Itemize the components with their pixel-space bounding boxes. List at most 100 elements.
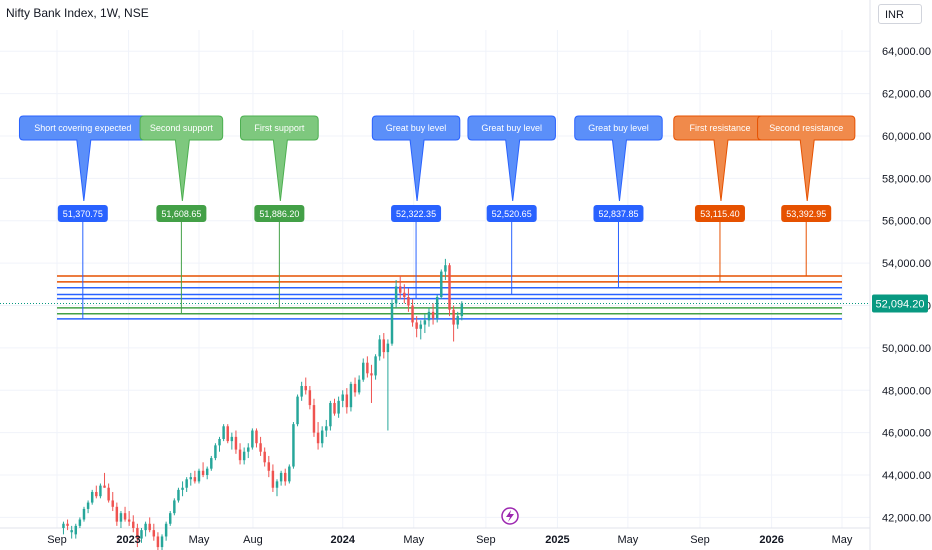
candle-body [382, 339, 386, 353]
currency-selector[interactable]: INR [878, 4, 922, 24]
candle-body [119, 513, 123, 522]
candle-body [427, 311, 431, 321]
candle-body [333, 402, 336, 414]
candle-body [103, 485, 106, 488]
callout-bubble [574, 115, 663, 202]
candle-body [62, 523, 65, 528]
level-value-badge [593, 205, 644, 222]
candle-body [238, 449, 242, 461]
level-value-badge [486, 205, 537, 222]
level-value-label: 52,837.85 [598, 209, 638, 219]
flash-icon[interactable] [501, 507, 519, 525]
y-tick-label: 64,000.00 [882, 46, 931, 58]
flash-icon-bolt [506, 510, 514, 522]
candle-body [189, 477, 192, 480]
candle-body [214, 445, 217, 459]
candle-body [132, 521, 135, 528]
candle-body [247, 447, 250, 452]
candle-body [169, 513, 172, 524]
candle-body [460, 303, 464, 317]
candle-body [411, 305, 414, 323]
candle-body [90, 491, 94, 503]
candle-body [440, 271, 443, 298]
candle-body [357, 379, 361, 393]
x-tick-label: Sep [476, 534, 496, 546]
level-value-label: 53,392.95 [786, 209, 826, 219]
level-value-label: 51,608.65 [161, 209, 201, 219]
last-price-label: 52,094.20 [876, 298, 925, 310]
candle-body [337, 400, 340, 414]
callout-label: Short covering expected [34, 123, 131, 133]
candle-body [419, 324, 422, 329]
axis-separators [0, 0, 871, 550]
x-tick-label: 2026 [759, 534, 783, 546]
y-tick-label: 44,000.00 [882, 470, 931, 482]
y-tick-label: 50,000.00 [882, 343, 931, 355]
x-tick-label: Aug [243, 534, 263, 546]
candle-body [312, 405, 316, 433]
candle-body [390, 303, 394, 344]
candle-body [444, 265, 447, 272]
candle-body [140, 530, 143, 539]
candle-body [222, 426, 225, 439]
callout-label: Great buy level [481, 123, 542, 133]
candle-body [259, 443, 262, 452]
level-callouts: Short covering expected 51,370.75 Second s… [18, 115, 856, 319]
candle-body [95, 491, 98, 497]
candle-body [349, 383, 353, 408]
candle-body [267, 462, 271, 471]
candle-body [370, 373, 373, 376]
level-value-label: 53,115.40 [700, 209, 739, 219]
candle-body [362, 362, 365, 380]
candle-body [197, 470, 201, 482]
last-price-badge [872, 294, 928, 313]
candle-body [329, 402, 332, 427]
candle-body [423, 320, 427, 325]
x-tick-label: Sep [47, 534, 67, 546]
level-value-badge [781, 205, 832, 222]
callout-label: Second support [150, 123, 214, 133]
y-tick-label: 46,000.00 [882, 428, 931, 440]
candle-body [234, 436, 238, 450]
callout-label: Second resistance [769, 123, 843, 133]
candle-body [78, 519, 82, 526]
x-tick-label: 2023 [116, 534, 140, 546]
x-tick-label: May [403, 534, 424, 546]
candle-body [288, 466, 291, 482]
level-value-label: 51,886.20 [259, 209, 299, 219]
candle-body [316, 432, 320, 444]
candle-body [210, 458, 213, 469]
candle-body [415, 322, 418, 329]
candles [62, 258, 464, 550]
candle-body [66, 523, 69, 526]
level-value-label: 52,322.35 [396, 209, 436, 219]
callout-bubble [139, 115, 224, 202]
level-value-badge [57, 205, 108, 222]
candle-body [82, 508, 86, 520]
gridlines [0, 30, 870, 528]
candle-body [242, 451, 246, 461]
candle-body [251, 430, 254, 448]
candle-body [341, 394, 344, 401]
callout-label: Great buy level [386, 123, 447, 133]
callout-label: First support [254, 123, 305, 133]
candle-body [407, 297, 410, 306]
y-tick-label: 62,000.00 [882, 89, 931, 101]
candle-body [275, 481, 279, 488]
candle-body [345, 394, 349, 408]
level-value-badge [156, 205, 207, 222]
candle-body [300, 386, 303, 397]
candle-body [193, 477, 197, 482]
candle-body [181, 487, 184, 490]
candle-body [201, 470, 205, 476]
chart-title: Nifty Bank Index, 1W, NSE [6, 6, 149, 20]
candle-body [173, 500, 176, 514]
y-tick-label: 56,000.00 [882, 216, 931, 228]
candle-body [152, 530, 156, 537]
candle-body [156, 536, 160, 548]
candle-body [148, 523, 151, 531]
candle-body [320, 430, 324, 444]
candle-body [74, 525, 78, 535]
candle-body [378, 339, 381, 357]
